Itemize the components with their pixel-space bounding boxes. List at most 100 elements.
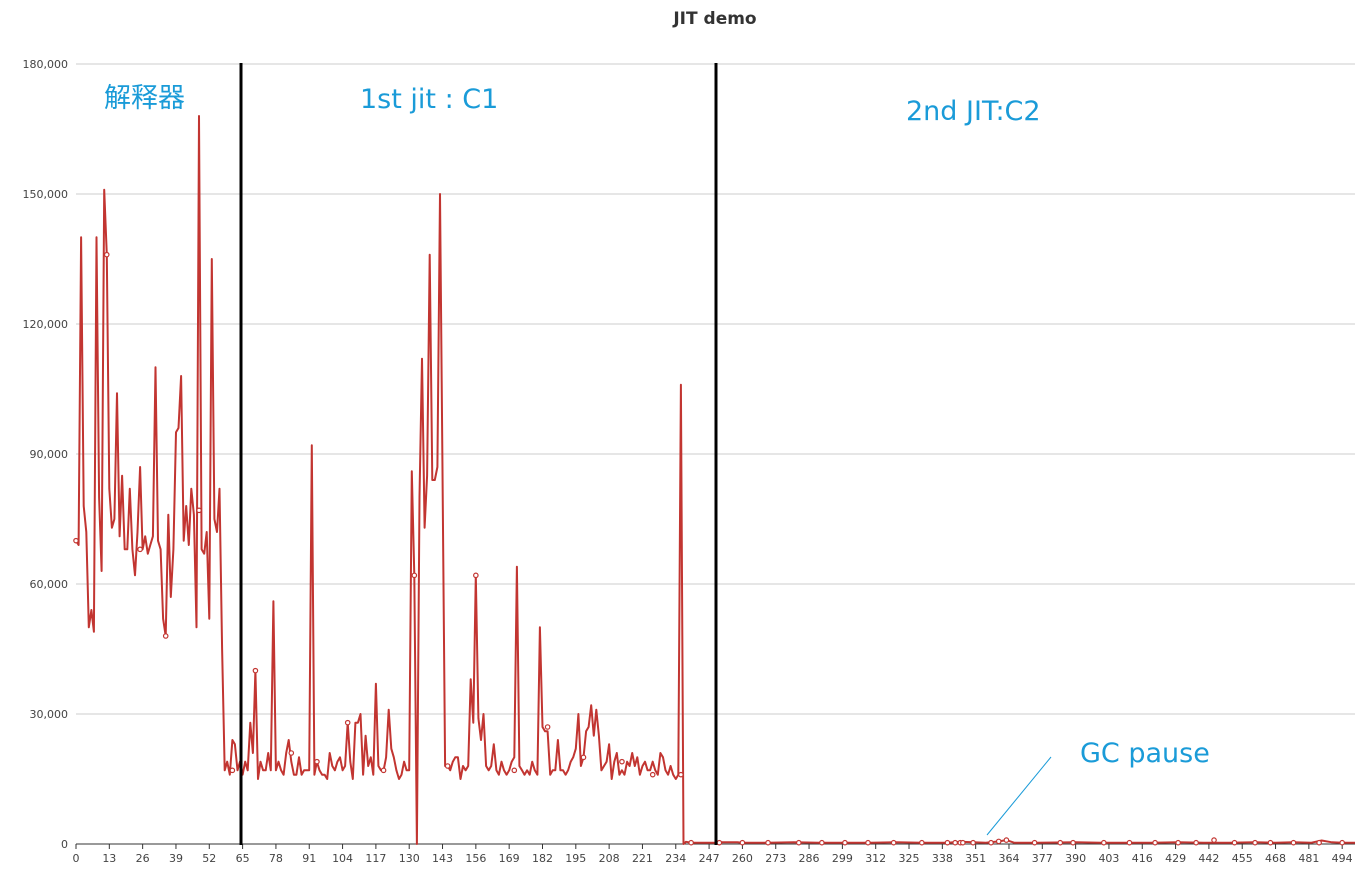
x-tick-label: 182 <box>532 852 553 865</box>
data-point-marker <box>344 719 351 726</box>
x-tick-label: 26 <box>136 852 150 865</box>
x-tick-label: 247 <box>699 852 720 865</box>
x-tick-label: 130 <box>399 852 420 865</box>
x-tick-label: 494 <box>1332 852 1353 865</box>
data-point-marker <box>1316 839 1322 846</box>
x-tick-label: 481 <box>1298 852 1319 865</box>
data-point-marker <box>1193 839 1199 846</box>
x-tick-label: 403 <box>1098 852 1119 865</box>
data-point-marker <box>796 839 802 846</box>
x-tick-label: 416 <box>1132 852 1153 865</box>
data-point-marker <box>716 839 723 846</box>
x-tick-label: 156 <box>465 852 486 865</box>
data-point-marker <box>1211 837 1217 843</box>
x-tick-label: 312 <box>865 852 886 865</box>
phase-boundaries <box>239 63 718 845</box>
y-tick-label: 150,000 <box>23 188 69 201</box>
data-point-marker <box>544 724 551 730</box>
x-tick-label: 442 <box>1198 852 1219 865</box>
data-point-marker <box>1252 839 1258 846</box>
x-tick-label: 0 <box>73 852 80 865</box>
data-point-marker <box>580 754 587 761</box>
data-point-marker <box>1339 839 1345 846</box>
x-tick-label: 390 <box>1065 852 1086 865</box>
x-tick-labels: 0 13 26 39 52 65 78 91 104 117 130 143 156 169 182 195 2… <box>73 852 1353 865</box>
x-tick-label: 325 <box>899 852 920 865</box>
x-tick-label: 377 <box>1032 852 1053 865</box>
data-point-marker <box>73 537 79 544</box>
x-tick-label: 221 <box>632 852 653 865</box>
x-tick-label: 286 <box>799 852 820 865</box>
data-point-marker <box>995 838 1002 845</box>
data-point-marker <box>314 758 320 765</box>
annotation-c1: 1st jit : C1 <box>360 84 498 115</box>
data-point-marker <box>1267 839 1274 846</box>
series-line <box>75 115 1355 845</box>
annotation-interpreter: 解释器 <box>104 83 185 114</box>
data-point-marker <box>473 572 479 579</box>
data-point-marker <box>960 839 966 846</box>
x-tick-label: 429 <box>1165 852 1186 865</box>
data-point-marker <box>842 839 848 846</box>
data-point-marker <box>952 839 958 846</box>
data-point-marker <box>252 667 259 674</box>
data-point-marker <box>288 750 295 756</box>
x-tick-label: 78 <box>269 852 283 865</box>
data-point-marker <box>1290 839 1297 846</box>
data-point-marker <box>819 839 825 846</box>
data-point-marker <box>944 839 951 846</box>
data-point-marker <box>988 839 994 846</box>
x-tick-label: 468 <box>1265 852 1286 865</box>
data-point-marker <box>1152 839 1158 846</box>
x-tick-label: 273 <box>765 852 786 865</box>
data-point-marker <box>411 572 418 579</box>
data-point-marker <box>765 839 771 846</box>
data-point-marker <box>229 767 236 774</box>
x-tick-label: 351 <box>965 852 986 865</box>
x-tick-label: 104 <box>332 852 353 865</box>
annotation-c2: 2nd JIT:C2 <box>906 96 1041 127</box>
x-tick-label: 364 <box>998 852 1019 865</box>
data-point-marker <box>865 839 871 846</box>
data-point-marker <box>1057 839 1064 846</box>
chart-title: JIT demo <box>672 9 756 29</box>
data-point-marker <box>1231 839 1238 846</box>
y-tick-label: 120,000 <box>23 318 69 331</box>
data-point-marker <box>380 767 387 774</box>
data-point-marker <box>103 251 110 258</box>
y-tick-label: 180,000 <box>23 58 69 71</box>
data-point-marker <box>970 839 976 846</box>
data-point-marker <box>196 507 202 514</box>
data-point-marker <box>919 839 925 846</box>
y-tick-label: 90,000 <box>30 448 69 461</box>
data-point-marker <box>739 839 746 846</box>
x-tick-label: 143 <box>432 852 453 865</box>
y-tick-label: 0 <box>61 838 68 851</box>
series-layer <box>75 115 1355 845</box>
data-point-marker <box>511 767 518 774</box>
data-point-marker <box>137 546 143 553</box>
y-tick-label: 30,000 <box>30 708 69 721</box>
x-tick-label: 13 <box>102 852 116 865</box>
data-point-marker <box>890 839 897 846</box>
data-point-marker <box>1101 839 1107 846</box>
data-point-marker <box>678 771 684 778</box>
x-tick-label: 260 <box>732 852 753 865</box>
x-tick-label: 208 <box>599 852 620 865</box>
x-tick-label: 299 <box>832 852 853 865</box>
data-point-marker <box>1175 839 1181 846</box>
x-tick-label: 169 <box>499 852 520 865</box>
data-point-marker <box>1003 837 1010 843</box>
data-point-marker <box>619 758 625 765</box>
point-markers <box>73 251 1345 846</box>
data-point-marker <box>444 763 451 769</box>
data-point-marker <box>1126 839 1133 846</box>
annotation-gc-pause: GC pause <box>1080 738 1210 769</box>
x-tick-label: 39 <box>169 852 183 865</box>
x-tick-label: 455 <box>1232 852 1253 865</box>
x-tick-label: 52 <box>202 852 216 865</box>
data-point-marker <box>688 839 694 846</box>
data-point-marker <box>1070 839 1076 846</box>
x-tick-label: 234 <box>665 852 686 865</box>
